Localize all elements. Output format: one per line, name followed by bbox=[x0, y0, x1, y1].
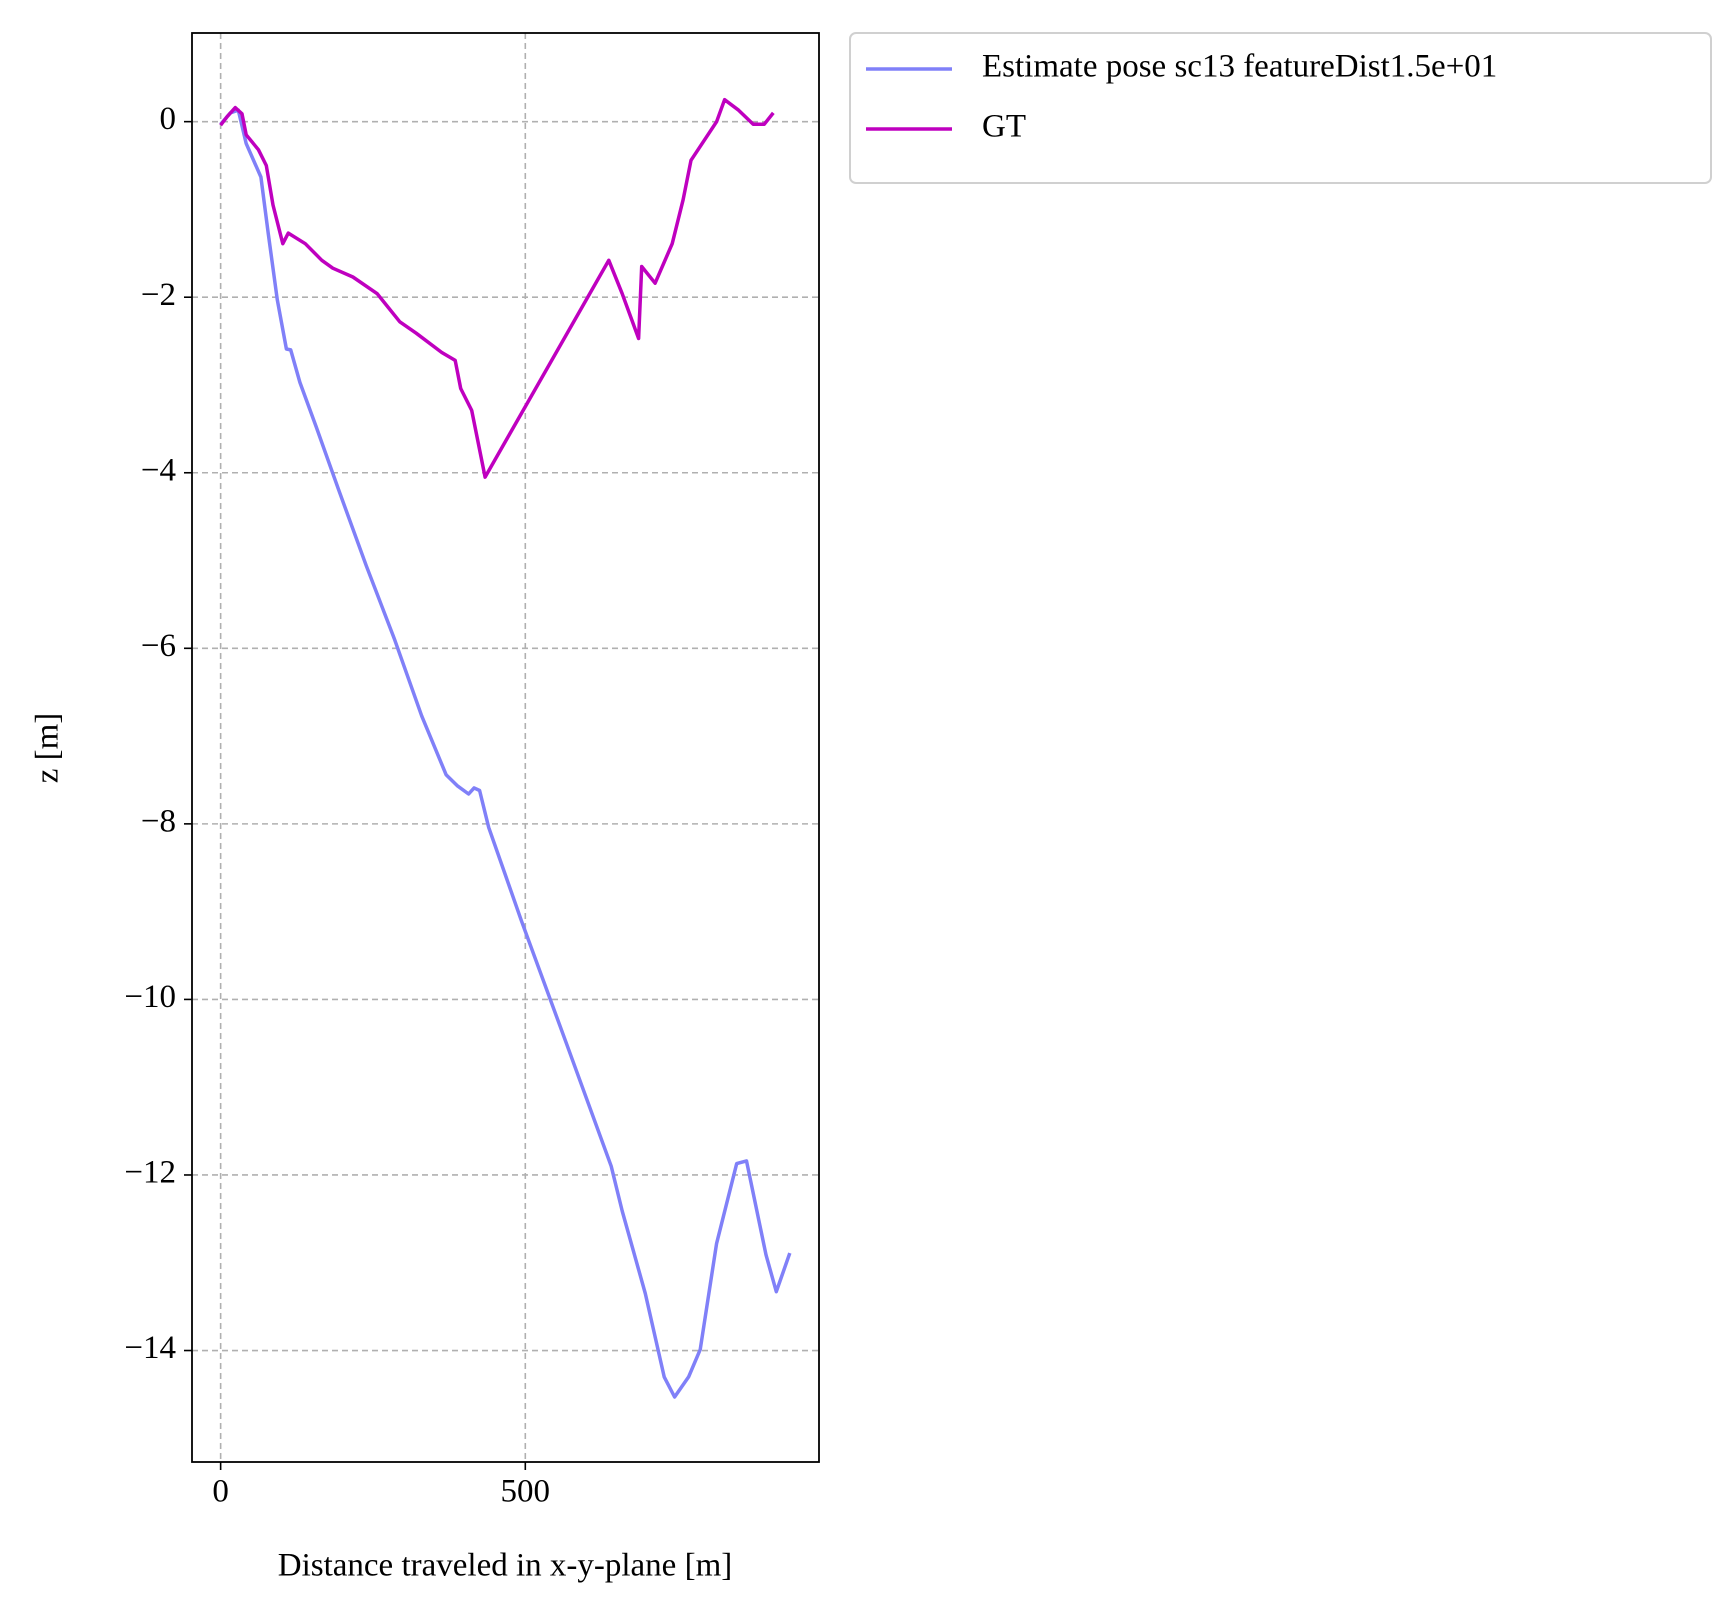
x-tick-label: 500 bbox=[501, 1474, 551, 1510]
y-tick-label: −4 bbox=[141, 452, 176, 488]
data-line bbox=[219, 97, 775, 479]
y-axis-label: z [m] bbox=[30, 713, 66, 784]
y-tick-label: −6 bbox=[141, 628, 176, 664]
y-tick-label: −12 bbox=[124, 1155, 176, 1191]
y-tick-label: −2 bbox=[141, 277, 176, 313]
data-line bbox=[219, 108, 792, 1399]
x-tick-label: 0 bbox=[212, 1474, 229, 1510]
axes-frame bbox=[191, 32, 820, 1463]
legend-label: GT bbox=[982, 109, 1026, 145]
legend-box bbox=[849, 32, 1712, 184]
y-tick-label: −10 bbox=[124, 979, 176, 1015]
y-tick-label: 0 bbox=[160, 101, 177, 137]
y-tick-label: −14 bbox=[124, 1330, 176, 1366]
x-axis-label: Distance traveled in x-y-plane [m] bbox=[278, 1548, 732, 1584]
y-tick-label: −8 bbox=[141, 803, 176, 839]
legend-label: Estimate pose sc13 featureDist1.5e+01 bbox=[982, 49, 1497, 85]
